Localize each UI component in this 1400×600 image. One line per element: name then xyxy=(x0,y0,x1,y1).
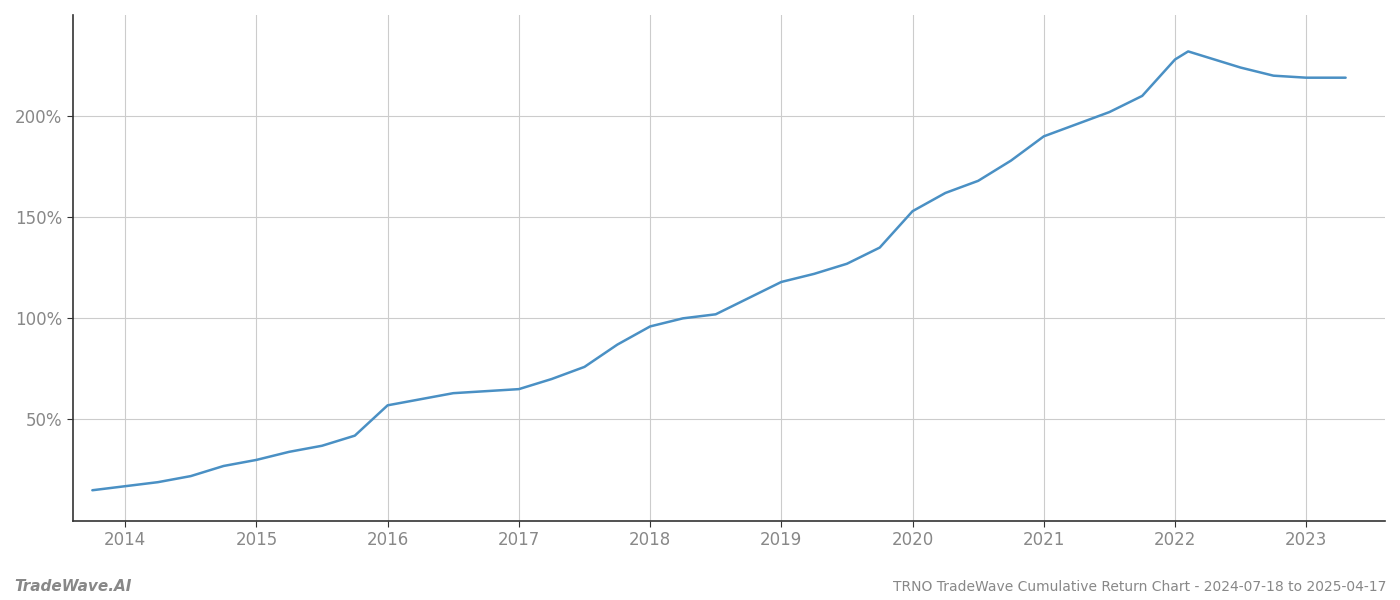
Text: TradeWave.AI: TradeWave.AI xyxy=(14,579,132,594)
Text: TRNO TradeWave Cumulative Return Chart - 2024-07-18 to 2025-04-17: TRNO TradeWave Cumulative Return Chart -… xyxy=(893,580,1386,594)
